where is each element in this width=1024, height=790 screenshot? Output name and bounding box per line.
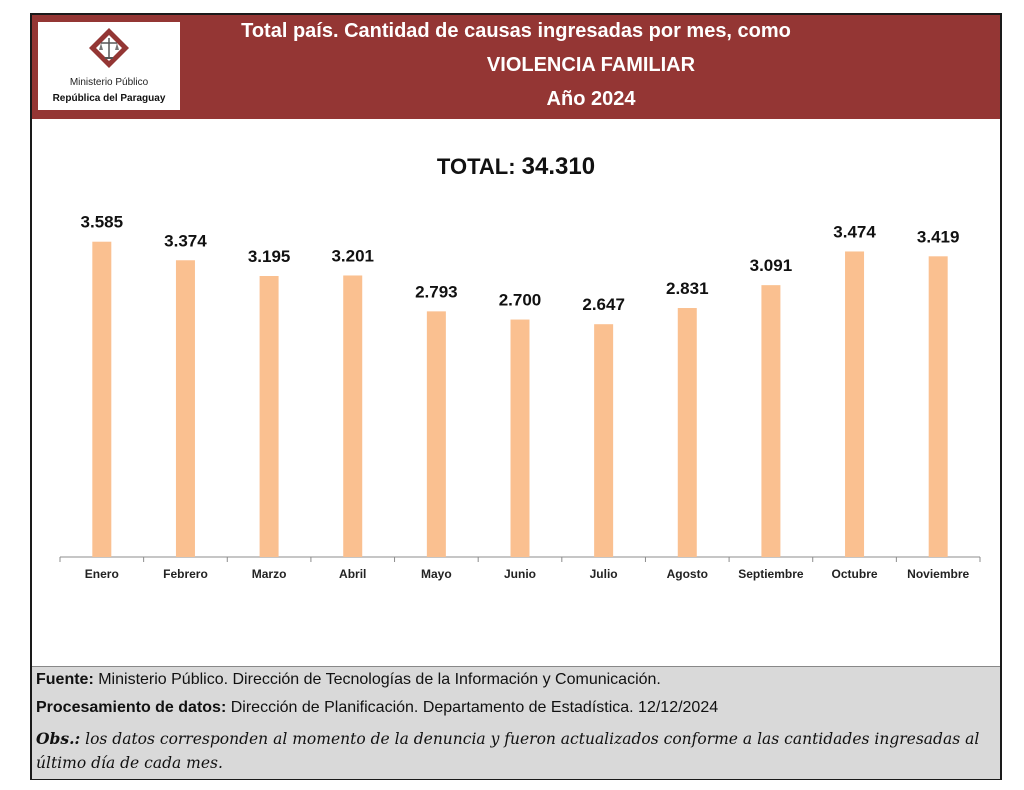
chart-frame: Ministerio Público República del Paragua… — [30, 13, 1002, 780]
data-label-junio: 2.700 — [499, 291, 542, 310]
obs-text: los datos corresponden al momento de la … — [36, 730, 980, 772]
data-label-octubre: 3.474 — [833, 222, 876, 241]
source-note: Fuente: Ministerio Público. Dirección de… — [36, 671, 661, 689]
processing-label: Procesamiento de datos: — [36, 699, 227, 716]
data-label-mayo: 2.793 — [415, 282, 458, 301]
source-text: Ministerio Público. Dirección de Tecnolo… — [93, 671, 661, 688]
bar-marzo — [259, 276, 279, 557]
chart-title-line2: VIOLENCIA FAMILIAR — [486, 54, 696, 76]
data-label-marzo: 3.195 — [248, 247, 291, 266]
total-label-text: TOTAL: — [436, 154, 516, 179]
bar-febrero — [175, 260, 195, 557]
data-label-abril: 3.201 — [331, 246, 374, 265]
x-tick-label-septiembre: Septiembre — [738, 567, 804, 581]
x-tick-label-junio: Junio — [504, 567, 536, 581]
data-label-febrero: 3.374 — [164, 231, 207, 250]
logo-text-republic: República del Paraguay — [52, 93, 166, 104]
data-label-noviembre: 3.419 — [917, 227, 960, 246]
bar-mayo — [426, 311, 446, 557]
x-tick-label-mayo: Mayo — [421, 567, 452, 581]
bar-chart: 3.585 Enero 3.374 Febrero 3.195 Marzo 3.201 Abr… — [59, 213, 981, 581]
bar-septiembre — [761, 285, 781, 557]
data-label-septiembre: 3.091 — [750, 256, 793, 275]
chart-title-line1: Total país. Cantidad de causas ingresada… — [241, 20, 791, 42]
bar-julio — [594, 324, 614, 557]
x-tick-label-marzo: Marzo — [252, 567, 287, 581]
processing-note: Procesamiento de datos: Dirección de Pla… — [36, 699, 718, 717]
chart-area: TOTAL: 34.310 3.585 Enero 3.374 Febrero 3.19… — [32, 119, 1000, 667]
processing-text: Dirección de Planificación. Departamento… — [226, 699, 719, 716]
x-tick-label-enero: Enero — [85, 567, 119, 581]
data-label-agosto: 2.831 — [666, 279, 709, 298]
bar-octubre — [845, 251, 865, 557]
ministry-logo: Ministerio Público República del Paragua… — [38, 22, 180, 110]
data-label-julio: 2.647 — [582, 295, 625, 314]
x-tick-label-julio: Julio — [590, 567, 618, 581]
x-tick-label-abril: Abril — [339, 567, 366, 581]
header-banner: Ministerio Público República del Paragua… — [32, 15, 1000, 119]
chart-title-line3: Año 2024 — [546, 88, 636, 110]
x-tick-label-febrero: Febrero — [163, 567, 208, 581]
bar-agosto — [677, 308, 697, 557]
bar-enero — [92, 241, 112, 557]
bars-layer: 3.585 Enero 3.374 Febrero 3.195 Marzo 3.201 Abr… — [59, 213, 981, 581]
source-label: Fuente: — [36, 671, 94, 688]
logo-text-ministry: Ministerio Público — [69, 77, 149, 88]
ministry-emblem-icon — [89, 28, 129, 68]
observation-note: Obs.: los datos corresponden al momento … — [36, 727, 986, 775]
bar-noviembre — [928, 256, 948, 557]
total-label: TOTAL: 34.310 — [32, 153, 1000, 181]
total-value: 34.310 — [521, 153, 596, 180]
data-label-enero: 3.585 — [81, 213, 124, 232]
bar-abril — [343, 275, 363, 557]
footer-notes: Fuente: Ministerio Público. Dirección de… — [32, 666, 1000, 779]
x-tick-label-agosto: Agosto — [667, 567, 708, 581]
obs-label: Obs.: — [36, 729, 81, 748]
x-tick-label-octubre: Octubre — [832, 567, 878, 581]
bar-junio — [510, 319, 530, 557]
x-tick-label-noviembre: Noviembre — [907, 567, 969, 581]
